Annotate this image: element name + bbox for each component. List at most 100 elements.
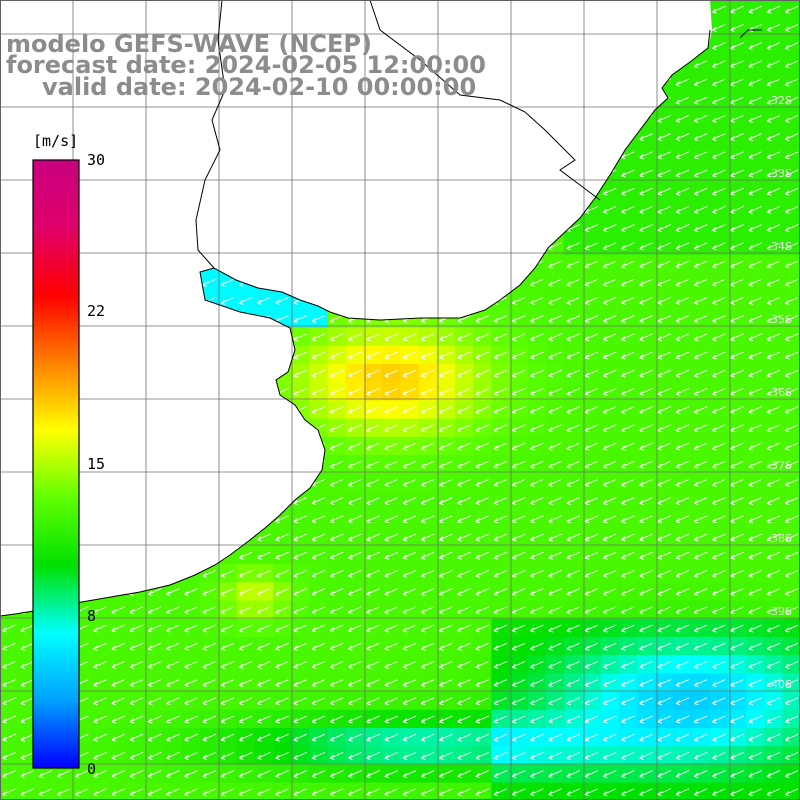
- wind-arrow: [621, 187, 635, 196]
- wind-arrow: [639, 224, 653, 233]
- wind-arrow: [621, 242, 635, 251]
- wind-arrow: [766, 224, 781, 233]
- wind-arrow: [621, 224, 635, 233]
- wind-arrow: [748, 169, 762, 178]
- wind-arrow: [784, 114, 799, 123]
- wind-arrow: [657, 224, 671, 233]
- wind-arrow: [584, 224, 599, 233]
- lat-label: 35S: [771, 313, 792, 326]
- wind-arrow: [657, 151, 671, 160]
- wind-arrow: [730, 169, 744, 178]
- lat-label: 36S: [771, 386, 792, 399]
- wind-arrow: [748, 187, 762, 196]
- title-valid-date: valid date: 2024-02-10 00:00:00: [42, 73, 477, 101]
- wind-arrow: [657, 187, 671, 196]
- wind-arrow: [639, 169, 653, 178]
- wind-arrow: [730, 133, 744, 142]
- wind-arrow: [693, 169, 708, 178]
- wind-arrow: [621, 205, 635, 214]
- wind-arrow: [748, 114, 762, 123]
- colorbar-tick-22: 22: [87, 302, 106, 320]
- wind-arrow: [712, 114, 726, 123]
- wind-arrow: [784, 96, 799, 105]
- wind-arrow: [766, 205, 781, 214]
- wind-arrow: [766, 42, 781, 51]
- wind-arrow: [784, 169, 799, 178]
- wind-arrow: [730, 151, 744, 160]
- wind-arrow: [693, 114, 708, 123]
- lat-label: 32S: [771, 94, 792, 107]
- wind-arrow: [748, 242, 762, 251]
- wind-arrow: [730, 42, 744, 51]
- wind-arrow: [584, 242, 599, 251]
- wind-arrow: [693, 151, 708, 160]
- wind-arrow: [602, 187, 617, 196]
- wind-arrow: [730, 78, 744, 87]
- wind-arrow: [675, 169, 690, 178]
- wind-arrow: [693, 78, 708, 87]
- wind-arrow: [748, 5, 762, 14]
- wind-arrow: [657, 133, 671, 142]
- lat-label: 39S: [771, 605, 792, 618]
- wind-arrow: [712, 133, 726, 142]
- wind-arrow: [675, 187, 690, 196]
- wind-arrow: [784, 242, 799, 251]
- lat-label: 34S: [771, 240, 792, 253]
- wind-arrow: [712, 5, 726, 14]
- wind-arrow: [784, 78, 799, 87]
- wind-arrow: [621, 169, 635, 178]
- wind-arrow: [675, 205, 690, 214]
- wind-arrow: [748, 151, 762, 160]
- lat-label: 40S: [771, 678, 792, 691]
- wind-arrow: [748, 205, 762, 214]
- wind-arrow: [730, 187, 744, 196]
- wind-arrow: [730, 114, 744, 123]
- wind-arrow: [693, 133, 708, 142]
- wind-arrow: [784, 151, 799, 160]
- wind-arrow: [675, 224, 690, 233]
- wind-arrow: [712, 23, 726, 32]
- wind-arrow: [712, 96, 726, 105]
- colorbar: [32, 159, 80, 769]
- wind-arrow: [784, 42, 799, 51]
- wind-arrow: [784, 5, 799, 14]
- wind-arrow: [566, 242, 580, 251]
- wind-arrow: [766, 187, 781, 196]
- wind-arrow: [712, 169, 726, 178]
- wind-arrow: [712, 60, 726, 69]
- wind-arrow: [766, 114, 781, 123]
- wind-arrow: [675, 96, 690, 105]
- wind-arrow: [730, 23, 744, 32]
- wind-arrow: [584, 205, 599, 214]
- wind-arrow: [566, 260, 580, 269]
- wind-arrow: [730, 242, 744, 251]
- wind-arrow: [675, 78, 690, 87]
- wind-arrow: [693, 187, 708, 196]
- wind-arrow: [766, 23, 781, 32]
- wind-arrow: [784, 224, 799, 233]
- wind-arrow: [657, 205, 671, 214]
- wind-arrow: [657, 169, 671, 178]
- wind-arrow: [766, 60, 781, 69]
- wind-arrow: [730, 60, 744, 69]
- wind-arrow: [730, 5, 744, 14]
- wind-arrow: [784, 133, 799, 142]
- wind-arrow: [693, 205, 708, 214]
- wind-arrow: [748, 96, 762, 105]
- wind-arrow: [748, 78, 762, 87]
- colorbar-tick-8: 8: [87, 607, 97, 625]
- wind-arrow: [712, 187, 726, 196]
- wind-arrow: [730, 205, 744, 214]
- wind-arrow: [602, 205, 617, 214]
- wind-arrow: [730, 96, 744, 105]
- wind-arrow: [766, 151, 781, 160]
- wind-arrow: [748, 60, 762, 69]
- wind-arrow: [693, 60, 708, 69]
- wind-arrow: [712, 78, 726, 87]
- wind-arrow: [548, 242, 562, 251]
- wind-arrow: [657, 114, 671, 123]
- lat-label: 38S: [771, 532, 792, 545]
- lat-label: 37S: [771, 459, 792, 472]
- wind-arrow: [639, 151, 653, 160]
